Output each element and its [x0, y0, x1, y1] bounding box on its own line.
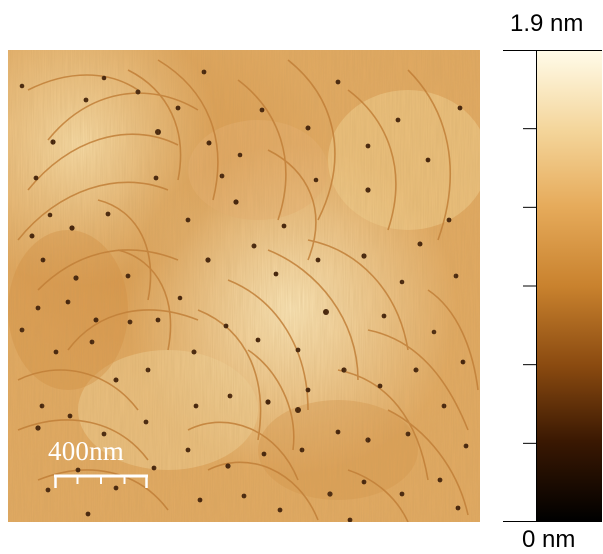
topography-map — [8, 50, 480, 522]
colorbar-ticks — [503, 50, 537, 522]
colorbar-gradient — [536, 50, 602, 522]
colorbar-min-label: 0 nm — [522, 526, 576, 553]
colorbar-tick-marks — [536, 50, 602, 522]
afm-topography-image — [8, 50, 480, 522]
colorbar — [536, 50, 602, 522]
colorbar-max-label: 1.9 nm — [510, 10, 584, 37]
scale-bar-icon — [54, 474, 148, 488]
scale-bar-label: 400nm — [48, 436, 125, 466]
